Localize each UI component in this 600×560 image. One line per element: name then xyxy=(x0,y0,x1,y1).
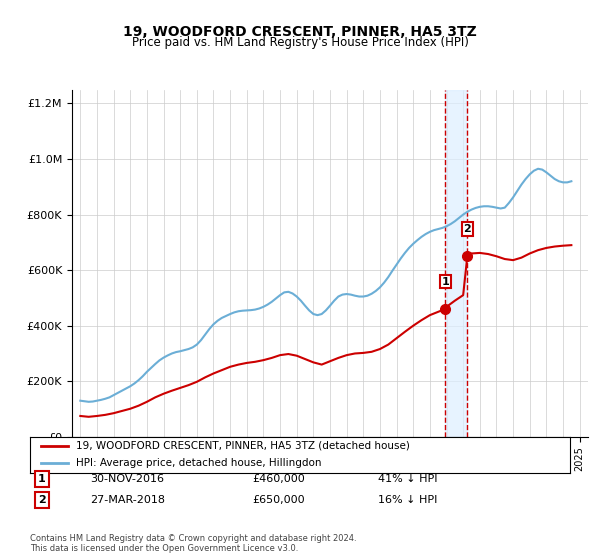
Text: 1: 1 xyxy=(38,474,46,484)
Text: 1: 1 xyxy=(442,277,449,287)
Text: 30-NOV-2016: 30-NOV-2016 xyxy=(90,474,164,484)
Text: HPI: Average price, detached house, Hillingdon: HPI: Average price, detached house, Hill… xyxy=(76,458,322,468)
Text: 16% ↓ HPI: 16% ↓ HPI xyxy=(378,495,437,505)
Text: £650,000: £650,000 xyxy=(252,495,305,505)
Text: 19, WOODFORD CRESCENT, PINNER, HA5 3TZ (detached house): 19, WOODFORD CRESCENT, PINNER, HA5 3TZ (… xyxy=(76,441,410,451)
Text: 2: 2 xyxy=(463,224,471,234)
Text: Price paid vs. HM Land Registry's House Price Index (HPI): Price paid vs. HM Land Registry's House … xyxy=(131,36,469,49)
Text: 27-MAR-2018: 27-MAR-2018 xyxy=(90,495,165,505)
Text: £460,000: £460,000 xyxy=(252,474,305,484)
Text: Contains HM Land Registry data © Crown copyright and database right 2024.
This d: Contains HM Land Registry data © Crown c… xyxy=(30,534,356,553)
Bar xyxy=(445,90,467,437)
Text: 19, WOODFORD CRESCENT, PINNER, HA5 3TZ: 19, WOODFORD CRESCENT, PINNER, HA5 3TZ xyxy=(123,25,477,39)
Text: 41% ↓ HPI: 41% ↓ HPI xyxy=(378,474,437,484)
Text: 2: 2 xyxy=(38,495,46,505)
